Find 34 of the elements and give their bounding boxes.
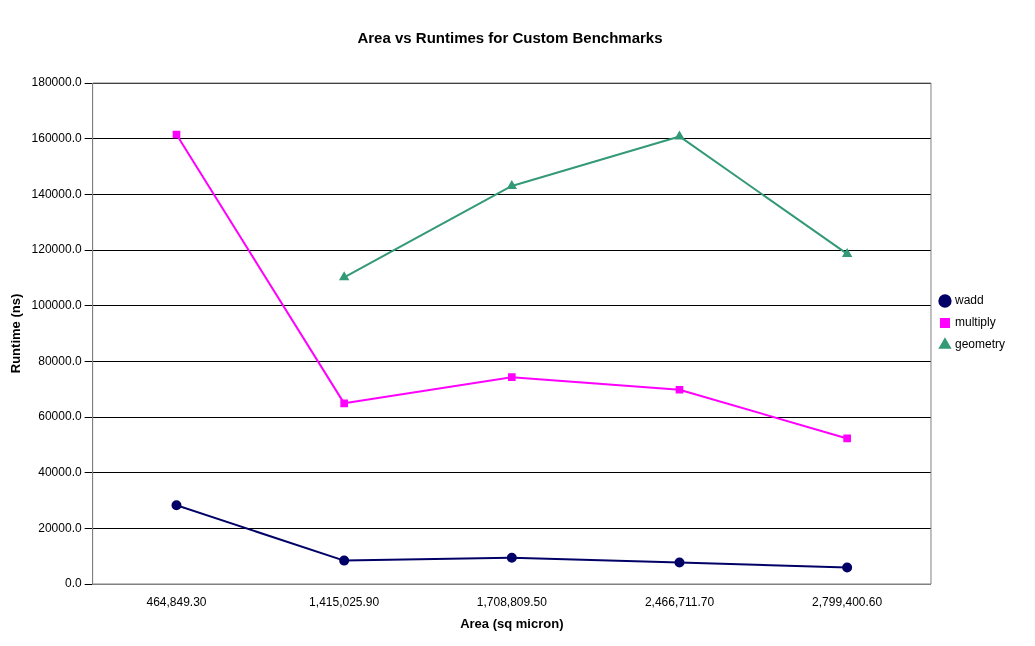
point (843, 434, 851, 443)
y-tick-label: 160000.0 (31, 130, 82, 145)
y-tick-label: 120000.0 (31, 242, 82, 257)
y-tick-label: 140000.0 (31, 186, 82, 201)
y-tick-label: 80000.0 (38, 353, 82, 368)
point (171, 500, 182, 511)
y-tick-label: 0.0 (64, 576, 82, 591)
y-tick-label: 60000.0 (38, 409, 82, 424)
x-tick-label: 1,708,809.50 (476, 594, 548, 609)
legend-label: wadd (953, 293, 984, 308)
legend-label: geometry (954, 337, 1006, 352)
point (674, 557, 685, 568)
y-tick-label: 180000.0 (31, 75, 82, 90)
point (339, 555, 350, 566)
point (506, 552, 517, 563)
point (339, 272, 349, 281)
point (675, 385, 684, 394)
x-tick-label: 464,849.30 (146, 594, 207, 609)
y-tick-label: 40000.0 (38, 464, 82, 479)
x-axis-title: Area (sq micron) (460, 615, 564, 631)
y-axis-title: Runtime (ns) (8, 293, 24, 374)
y-tick-label: 100000.0 (31, 297, 82, 312)
point (842, 248, 852, 257)
point (340, 399, 348, 408)
legend-label: multiply (954, 315, 996, 330)
point (507, 180, 517, 189)
x-tick-label: 2,799,400.60 (812, 594, 883, 609)
point (507, 373, 516, 382)
point (842, 562, 853, 573)
point (675, 131, 684, 140)
y-tick-label: 20000.0 (38, 520, 82, 535)
x-tick-label: 2,466,711.70 (644, 594, 715, 609)
chart-title: Area vs Runtimes for Custom Benchmarks (357, 29, 663, 47)
x-tick-label: 1,415,025.90 (309, 594, 380, 609)
